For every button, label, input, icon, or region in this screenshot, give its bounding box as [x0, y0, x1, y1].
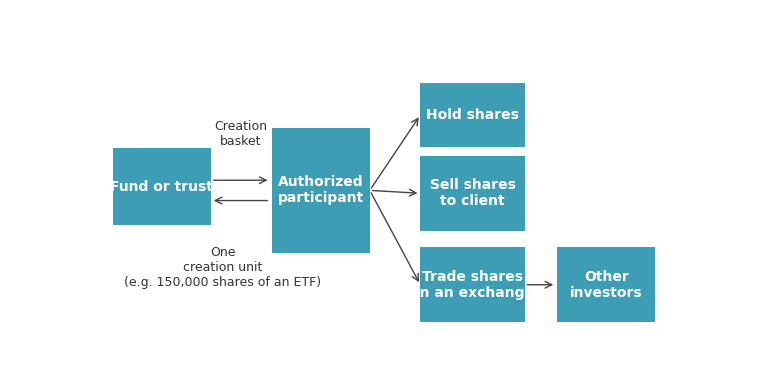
FancyBboxPatch shape: [113, 148, 211, 225]
FancyBboxPatch shape: [420, 247, 525, 322]
Text: Authorized
participant: Authorized participant: [277, 175, 364, 205]
Text: One
creation unit
(e.g. 150,000 shares of an ETF): One creation unit (e.g. 150,000 shares o…: [124, 246, 321, 289]
Text: Other
investors: Other investors: [570, 270, 643, 300]
FancyBboxPatch shape: [558, 247, 656, 322]
Text: Sell shares
to client: Sell shares to client: [429, 178, 515, 208]
FancyBboxPatch shape: [420, 83, 525, 147]
FancyBboxPatch shape: [272, 128, 369, 253]
FancyBboxPatch shape: [420, 156, 525, 231]
Text: Creation
basket: Creation basket: [214, 120, 267, 148]
Text: Fund or trust: Fund or trust: [111, 180, 214, 194]
Text: Hold shares: Hold shares: [426, 108, 519, 122]
Text: Trade shares
on an exchange: Trade shares on an exchange: [410, 270, 535, 300]
